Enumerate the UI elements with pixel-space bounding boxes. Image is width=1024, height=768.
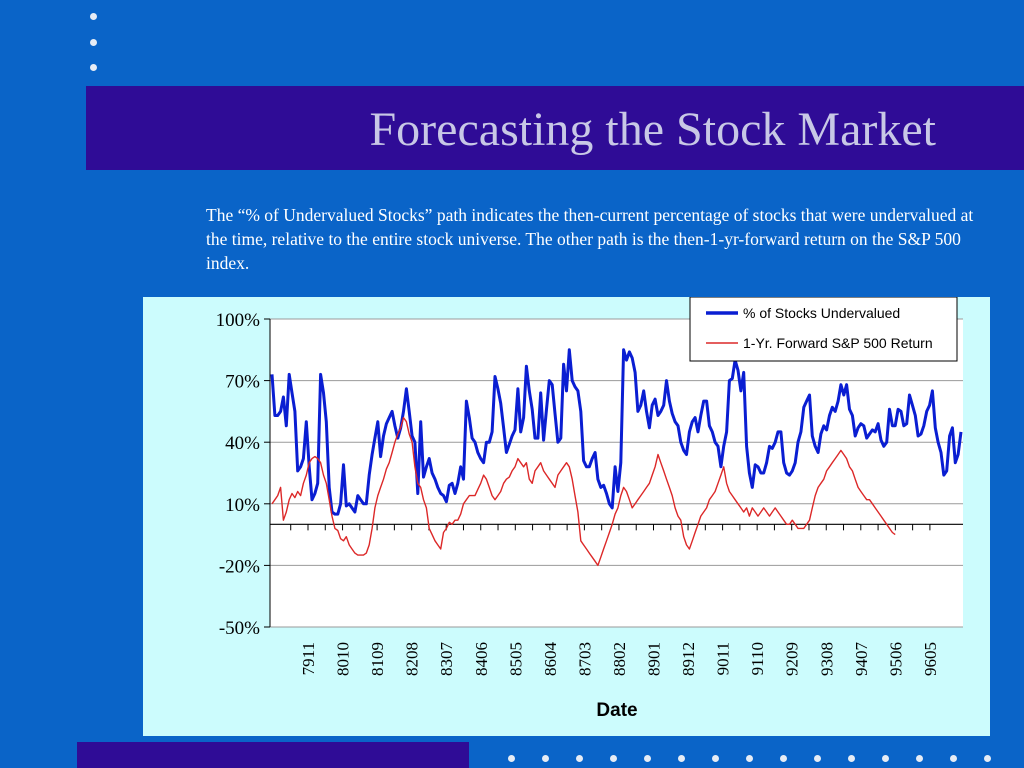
x-tick-label: 8912 xyxy=(679,642,698,676)
line-chart: 100% 70% 40% 10% -20% -50% 7911 8010 8109 8208 830… xyxy=(216,297,963,721)
x-tick-label: 8010 xyxy=(334,642,353,676)
title-band: Forecasting the Stock Market xyxy=(86,86,1024,170)
x-tick-label: 8505 xyxy=(506,642,525,676)
y-tick-label: 40% xyxy=(225,433,260,454)
x-tick-label: 9110 xyxy=(748,642,767,675)
y-tick-label: 70% xyxy=(225,372,260,393)
bullet-dot-icon xyxy=(90,39,97,46)
bullet-dot-icon xyxy=(576,755,583,762)
bullet-dot-icon xyxy=(508,755,515,762)
y-tick-label: -50% xyxy=(219,618,260,639)
bullet-dot-icon xyxy=(746,755,753,762)
series-line-undervalued xyxy=(270,348,963,516)
x-tick-label: 9209 xyxy=(783,642,802,676)
bullet-dot-icon xyxy=(90,64,97,71)
bottom-band xyxy=(77,742,469,768)
x-axis-title: Date xyxy=(596,700,637,721)
bullet-dot-icon xyxy=(542,755,549,762)
x-tick-label: 8406 xyxy=(472,642,491,676)
bullet-dot-icon xyxy=(90,13,97,20)
bullet-dot-icon xyxy=(814,755,821,762)
slide-description: The “% of Undervalued Stocks” path indic… xyxy=(206,205,974,273)
chart-panel: 100% 70% 40% 10% -20% -50% 7911 8010 8109 8208 830… xyxy=(143,297,990,736)
x-tick-label: 8703 xyxy=(575,642,594,676)
bullet-dot-icon xyxy=(916,755,923,762)
bullet-dot-icon xyxy=(712,755,719,762)
x-tick-label: 7911 xyxy=(299,642,318,675)
y-tick-label: -20% xyxy=(219,556,260,577)
x-tick-label: 9407 xyxy=(852,642,871,677)
bullet-dot-icon xyxy=(984,755,991,762)
x-tick-label: 8109 xyxy=(368,642,387,676)
x-tick-label: 9308 xyxy=(817,642,836,676)
bullet-dot-icon xyxy=(678,755,685,762)
y-tick-label: 10% xyxy=(225,495,260,516)
chart-axes xyxy=(264,318,963,628)
x-tick-label: 8208 xyxy=(403,642,422,676)
bullet-dot-icon xyxy=(610,755,617,762)
bullet-dot-icon xyxy=(950,755,957,762)
tick-labels: 100% 70% 40% 10% -20% -50% 7911 8010 8109 8208 830… xyxy=(216,310,940,676)
bullet-dot-icon xyxy=(848,755,855,762)
x-tick-label: 8604 xyxy=(541,642,560,677)
page-title: Forecasting the Stock Market xyxy=(369,103,936,156)
series-lines xyxy=(270,348,963,567)
legend-label-sp500-return: 1-Yr. Forward S&P 500 Return xyxy=(743,335,933,351)
legend-label-undervalued: % of Stocks Undervalued xyxy=(743,305,900,321)
x-tick-label: 9506 xyxy=(886,642,905,676)
x-tick-label: 9605 xyxy=(921,642,940,676)
x-tick-label: 9011 xyxy=(714,642,733,675)
chart-legend: % of Stocks Undervalued 1-Yr. Forward S&… xyxy=(689,297,958,362)
x-tick-label: 8307 xyxy=(437,642,456,677)
bullet-dot-icon xyxy=(644,755,651,762)
bullet-dot-icon xyxy=(780,755,787,762)
x-tick-label: 8802 xyxy=(610,642,629,676)
series-line-sp500-return xyxy=(271,416,896,567)
x-tick-label: 8901 xyxy=(645,642,664,676)
y-tick-label: 100% xyxy=(216,310,261,331)
bullet-dot-icon xyxy=(882,755,889,762)
